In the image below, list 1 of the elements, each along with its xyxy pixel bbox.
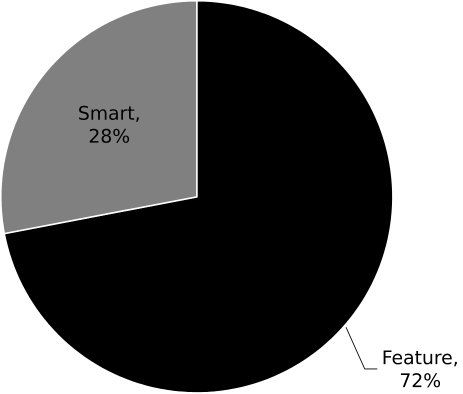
slice-label: Smart [79, 106, 134, 120]
